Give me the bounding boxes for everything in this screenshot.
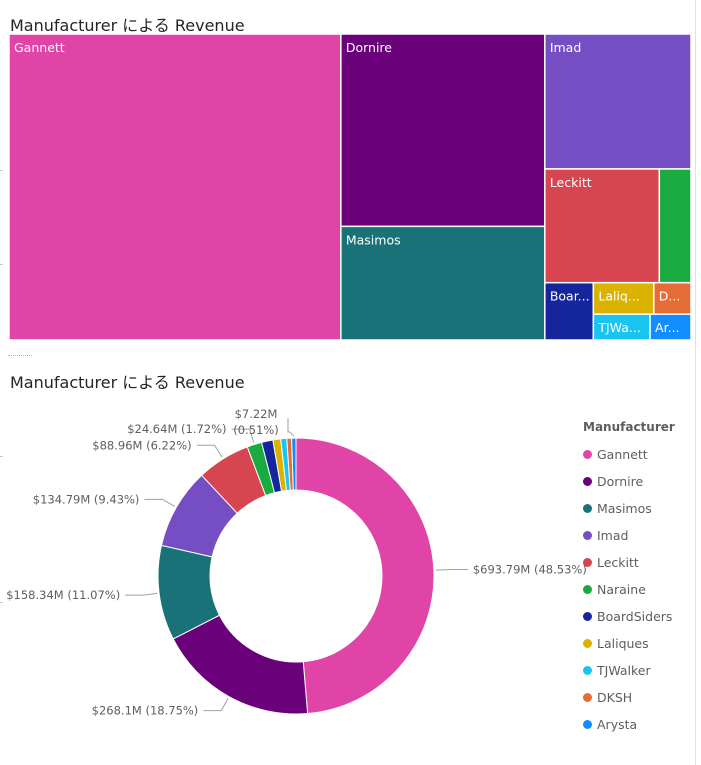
treemap-rect-boardsiders[interactable] <box>544 281 595 341</box>
leader-line-gannett <box>435 569 468 571</box>
legend-label-gannett: Gannett <box>597 447 648 462</box>
legend-marker-arysta <box>583 720 592 729</box>
leader-line-imad <box>144 498 175 507</box>
donut-slice-dornire[interactable] <box>172 614 309 715</box>
legend-marker-dornire <box>583 477 592 486</box>
legend-marker-dksh <box>583 693 592 702</box>
treemap-rect-imad[interactable] <box>544 33 692 170</box>
data-label-dornire: $268.1M (18.75%) <box>92 704 199 718</box>
treemap-cell-imad[interactable]: Imad <box>544 33 692 170</box>
data-label-masimos: $158.34M (11.07%) <box>6 588 120 602</box>
legend-item-laliques[interactable]: Laliques <box>583 630 672 657</box>
treemap-cell-gannett[interactable]: Gannett <box>8 33 342 341</box>
treemap-cell-dornire[interactable]: Dornire <box>340 33 546 228</box>
legend-item-naraine[interactable]: Naraine <box>583 576 672 603</box>
legend-item-dksh[interactable]: DKSH <box>583 684 672 711</box>
leader-line-masimos <box>125 592 158 596</box>
legend-label-tjwalker: TJWalker <box>597 663 651 678</box>
visual-separator <box>8 355 32 356</box>
legend-marker-masimos <box>583 504 592 513</box>
legend-marker-laliques <box>583 639 592 648</box>
legend-item-boardsiders[interactable]: BoardSiders <box>583 603 672 630</box>
leader-line-naraine <box>231 428 255 443</box>
leader-line-dornire <box>203 698 229 712</box>
edge-tick <box>0 456 3 457</box>
legend-item-gannett[interactable]: Gannett <box>583 441 672 468</box>
treemap-rect-gannett[interactable] <box>8 33 342 341</box>
treemap-label-imad: Imad <box>550 40 581 55</box>
legend-item-tjwalker[interactable]: TJWalker <box>583 657 672 684</box>
legend-title: Manufacturer <box>583 420 675 434</box>
treemap-label-masimos: Masimos <box>346 232 401 247</box>
legend-marker-gannett <box>583 450 592 459</box>
legend-label-boardsiders: BoardSiders <box>597 609 673 624</box>
treemap-cell-arysta[interactable]: Ar... <box>649 313 692 341</box>
legend-item-imad[interactable]: Imad <box>583 522 672 549</box>
legend-item-leckitt[interactable]: Leckitt <box>583 549 672 576</box>
legend-item-masimos[interactable]: Masimos <box>583 495 672 522</box>
treemap-label-gannett: Gannett <box>14 40 65 55</box>
treemap-chart[interactable]: Gannett Dornire Masimos Imad Leckitt Boar... L… <box>0 0 701 360</box>
donut-slice-arysta[interactable] <box>291 437 297 491</box>
leader-line-leckitt <box>196 444 223 458</box>
treemap-cell-naraine[interactable] <box>658 168 692 284</box>
donut-title: Manufacturer による Revenue <box>10 373 245 392</box>
legend-marker-leckitt <box>583 558 592 567</box>
treemap-label-dornire: Dornire <box>346 40 392 55</box>
legend-label-masimos: Masimos <box>597 501 652 516</box>
data-label-leckitt: $88.96M (6.22%) <box>92 438 191 452</box>
treemap-label-laliques: Laliq... <box>598 289 639 304</box>
donut-slice-gannett[interactable] <box>295 437 435 715</box>
data-label-imad: $134.79M (9.43%) <box>33 492 140 506</box>
edge-tick <box>0 264 3 265</box>
data-label-gannett: $693.79M (48.53%) <box>473 563 587 577</box>
treemap-cell-laliques[interactable]: Laliq... <box>592 281 655 315</box>
legend-label-imad: Imad <box>597 528 629 543</box>
treemap-rect-dksh[interactable] <box>653 281 692 315</box>
treemap-rect-naraine[interactable] <box>658 168 692 284</box>
legend-item-dornire[interactable]: Dornire <box>583 468 672 495</box>
legend: Gannett Dornire Masimos Imad Leckitt Naraine B… <box>583 441 672 738</box>
legend-label-dksh: DKSH <box>597 690 633 705</box>
legend-item-arysta[interactable]: Arysta <box>583 711 672 738</box>
legend-label-leckitt: Leckitt <box>597 555 639 570</box>
legend-marker-tjwalker <box>583 666 592 675</box>
treemap-label-tjwalker: TJWa... <box>597 320 640 335</box>
legend-label-arysta: Arysta <box>597 717 638 732</box>
treemap-label-arysta: Ar... <box>655 320 679 335</box>
treemap-label-leckitt: Leckitt <box>550 175 592 190</box>
legend-label-dornire: Dornire <box>597 474 644 489</box>
edge-tick <box>0 170 3 171</box>
treemap-cell-tjwalker[interactable]: TJWa... <box>592 313 651 341</box>
treemap-cell-boardsiders[interactable]: Boar... <box>544 281 595 341</box>
leader-line-arysta <box>287 418 295 437</box>
legend-marker-naraine <box>583 585 592 594</box>
treemap-rect-arysta[interactable] <box>649 313 692 341</box>
treemap-label-boardsiders: Boar... <box>550 289 590 304</box>
data-label-naraine: $24.64M (1.72%) <box>127 422 226 436</box>
treemap-rect-tjwalker[interactable] <box>592 313 651 341</box>
legend-label-laliques: Laliques <box>597 636 649 651</box>
treemap-title: Manufacturer による Revenue <box>10 16 245 35</box>
data-label-arysta: $7.22M (0.51%) <box>233 407 279 437</box>
legend-marker-boardsiders <box>583 612 592 621</box>
report-right-border <box>695 0 696 765</box>
treemap-label-dksh: D... <box>659 289 681 304</box>
legend-label-naraine: Naraine <box>597 582 646 597</box>
treemap-cell-dksh[interactable]: D... <box>653 281 692 315</box>
legend-marker-imad <box>583 531 592 540</box>
treemap-rect-dornire[interactable] <box>340 33 546 228</box>
treemap-cell-leckitt[interactable]: Leckitt <box>544 168 661 284</box>
edge-tick <box>0 602 3 603</box>
